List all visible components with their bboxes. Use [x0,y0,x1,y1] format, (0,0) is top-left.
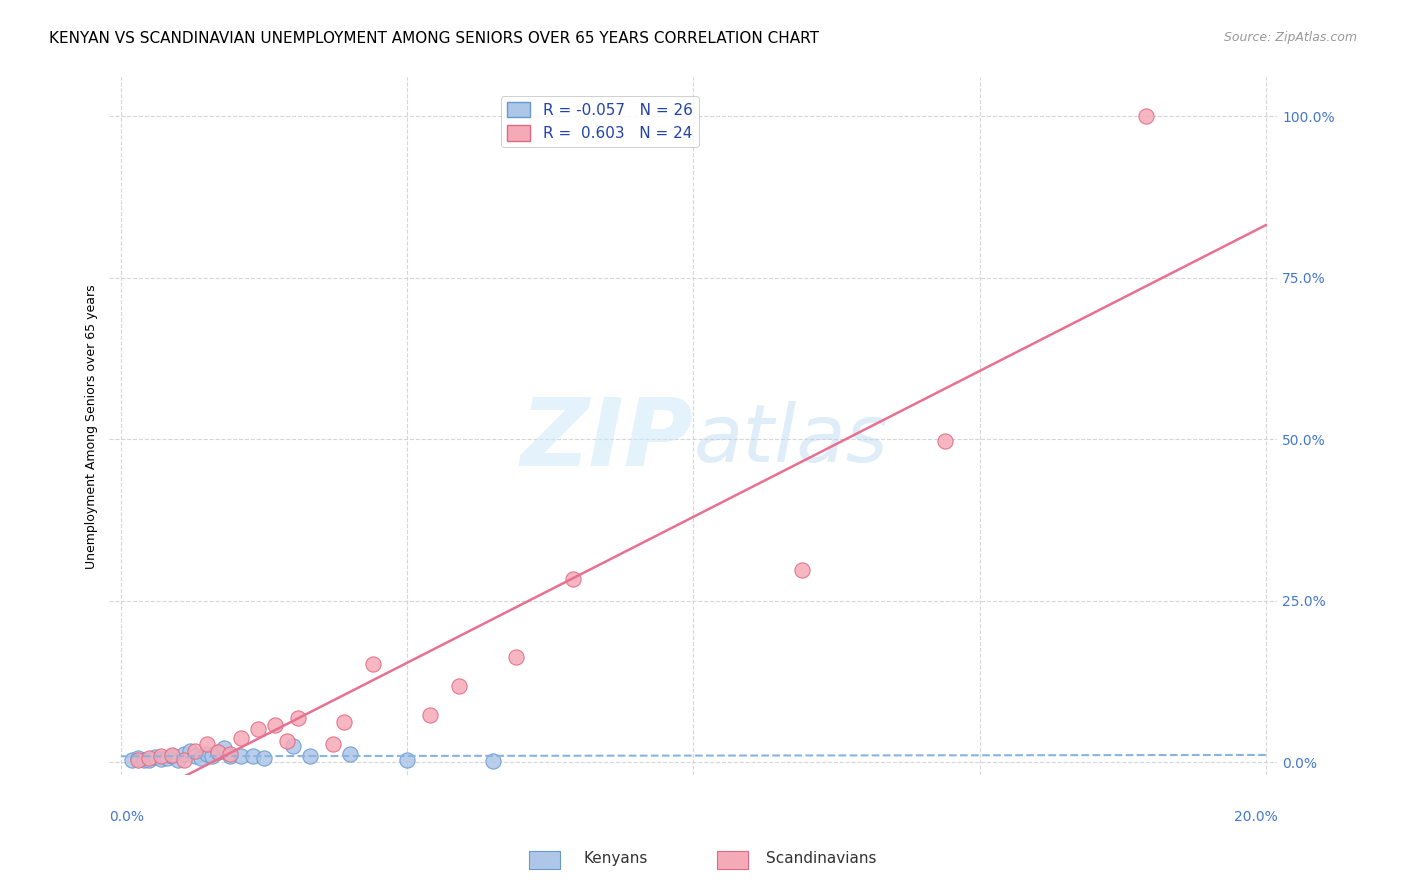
Text: atlas: atlas [693,401,889,479]
Point [162,748,184,763]
Point [790,563,813,577]
Point [162,748,184,763]
Point [229,748,252,763]
Point [229,731,252,745]
Text: KENYAN VS SCANDINAVIAN UNEMPLOYMENT AMONG SENIORS OVER 65 YEARS CORRELATION CHAR: KENYAN VS SCANDINAVIAN UNEMPLOYMENT AMON… [49,31,820,46]
Point [1135,109,1157,123]
Point [934,434,956,448]
Point [195,737,218,751]
Point [156,751,179,765]
Point [322,737,344,751]
Point [287,711,309,725]
Point [361,657,384,671]
Legend: R = -0.057   N = 26, R =  0.603   N = 24: R = -0.057 N = 26, R = 0.603 N = 24 [502,95,699,147]
Point [138,753,160,767]
Point [167,753,190,767]
Point [298,748,321,763]
Text: Source: ZipAtlas.com: Source: ZipAtlas.com [1223,31,1357,45]
Point [264,717,287,731]
Point [127,751,149,765]
Point [207,745,229,759]
Point [447,679,470,693]
Point [253,751,276,765]
Point [207,745,229,759]
Point [127,753,149,767]
Text: ZIP: ZIP [520,394,693,486]
Point [281,739,304,753]
Point [333,714,356,729]
Point [218,747,240,761]
Point [218,749,240,764]
Point [132,753,155,767]
Point [149,749,172,764]
Point [562,573,585,587]
Text: Scandinavians: Scandinavians [766,851,877,865]
Point [184,743,207,757]
Point [190,750,212,764]
Point [184,749,207,764]
Point [173,747,195,761]
Point [179,743,201,757]
Point [138,750,160,764]
Text: Kenyans: Kenyans [583,851,648,865]
Point [247,722,270,736]
Text: 20.0%: 20.0% [1233,810,1277,824]
Y-axis label: Unemployment Among Seniors over 65 years: Unemployment Among Seniors over 65 years [86,284,98,568]
Point [149,752,172,766]
Point [143,750,166,764]
Point [482,754,505,768]
Point [339,747,361,762]
Point [121,753,143,767]
Point [396,753,419,767]
Point [201,748,224,763]
Point [276,734,298,748]
Point [505,649,527,664]
Point [419,708,441,723]
Point [242,749,264,764]
Point [212,741,235,756]
Point [173,753,195,767]
Text: 0.0%: 0.0% [110,810,145,824]
Point [195,747,218,761]
